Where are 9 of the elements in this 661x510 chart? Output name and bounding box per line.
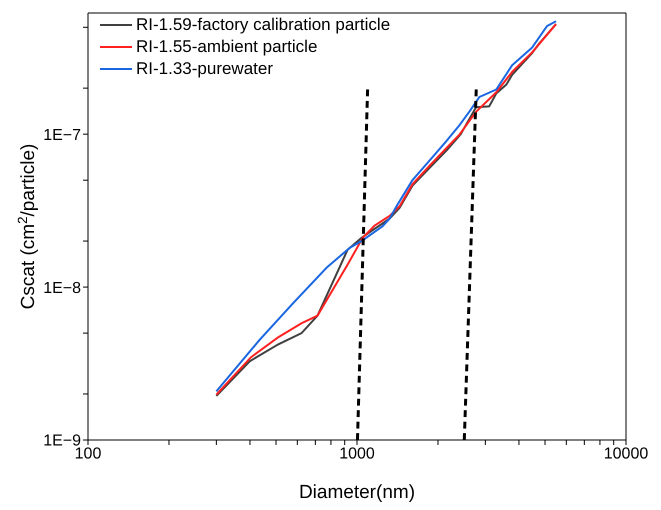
x-tick-label: 1000: [339, 445, 375, 462]
legend-label: RI-1.33-purewater: [136, 58, 274, 80]
legend-label: RI-1.55-ambient particle: [136, 36, 318, 58]
x-axis-title: Diameter(nm): [298, 482, 416, 503]
x-tick-label: 100: [74, 445, 102, 462]
x-tick-label: 10000: [604, 445, 648, 462]
y-tick-label: 1E−8: [43, 280, 82, 297]
legend-label: RI-1.59-factory calibration particle: [136, 14, 390, 36]
y-tick-label: 1E−7: [43, 126, 82, 144]
